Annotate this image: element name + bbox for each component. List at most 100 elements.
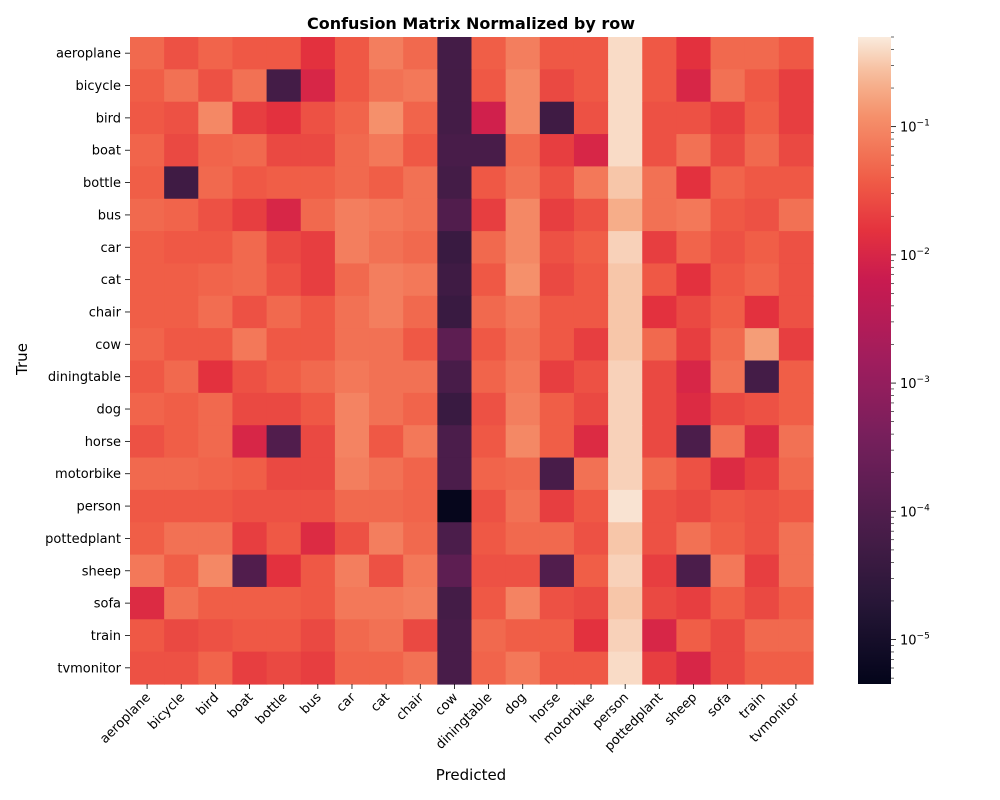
heatmap-cell (334, 489, 370, 523)
heatmap-cell (300, 522, 336, 556)
heatmap-cell (232, 295, 268, 329)
heatmap-cell (403, 392, 438, 426)
heatmap-cell (403, 586, 438, 620)
heatmap-cell (403, 554, 438, 588)
heatmap-cell (198, 263, 234, 297)
heatmap-cell (573, 134, 609, 167)
heatmap-cell (437, 522, 473, 556)
heatmap-cell (744, 101, 780, 135)
heatmap-cell (505, 198, 541, 232)
heatmap-cell (744, 37, 780, 70)
heatmap-cell (471, 554, 507, 588)
heatmap-cell (608, 651, 643, 685)
heatmap-cell (676, 37, 712, 70)
heatmap-cell (437, 295, 473, 329)
heatmap-cell (232, 360, 268, 394)
heatmap-cell (642, 263, 677, 297)
heatmap-cell (266, 231, 302, 265)
heatmap-cell (369, 263, 404, 297)
heatmap-cell (266, 522, 302, 556)
heatmap-cell (539, 69, 575, 103)
heatmap-cell (300, 198, 336, 232)
heatmap-cell (369, 360, 404, 394)
heatmap-cell (437, 69, 473, 103)
y-tick-labels: aeroplane bicycle bird boat bottle bus car cat c… (45, 47, 130, 676)
heatmap-cell (539, 360, 575, 394)
heatmap-cell (198, 586, 234, 620)
heatmap-cell (437, 425, 473, 459)
heatmap-cell (164, 554, 199, 588)
heatmap-cell (130, 295, 165, 329)
heatmap-cell (334, 166, 370, 200)
heatmap-cell (300, 619, 336, 653)
heatmap-cell (471, 425, 507, 459)
heatmap-cell (573, 554, 609, 588)
heatmap-cell (778, 522, 814, 556)
heatmap-cell (232, 37, 268, 70)
heatmap-cell (403, 263, 438, 297)
heatmap-cell (164, 263, 199, 297)
heatmap-cell (266, 457, 302, 491)
heatmap-cell (676, 263, 712, 297)
heatmap-cell (300, 360, 336, 394)
heatmap-cell (403, 457, 438, 491)
heatmap-cell (403, 360, 438, 394)
heatmap-cell (573, 360, 609, 394)
heatmap-cell (403, 101, 438, 135)
heatmap-cell (676, 198, 712, 232)
heatmap-cell (130, 619, 165, 653)
heatmap-cell (437, 101, 473, 135)
heatmap-cell (608, 295, 643, 329)
heatmap-cell (573, 586, 609, 620)
heatmap-cell (505, 37, 541, 70)
colorbar-tick-label: 10−5 (900, 632, 930, 649)
heatmap-cell (198, 231, 234, 265)
heatmap-cell (676, 134, 712, 167)
heatmap-cell (471, 295, 507, 329)
heatmap-cell (369, 328, 404, 362)
x-tick-label: sofa (705, 690, 735, 720)
heatmap-cell (232, 586, 268, 620)
heatmap-cell (334, 392, 370, 426)
heatmap-cell (232, 489, 268, 523)
heatmap-cell (130, 166, 165, 200)
heatmap-cell (232, 198, 268, 232)
heatmap-cell (710, 360, 746, 394)
heatmap-cell (403, 166, 438, 200)
heatmap-cell (403, 425, 438, 459)
heatmap-cell (164, 328, 199, 362)
y-tick-label: sofa (94, 597, 121, 612)
y-tick-label: boat (92, 144, 121, 159)
heatmap-cell (744, 69, 780, 103)
heatmap-cell (573, 295, 609, 329)
heatmap-cell (642, 134, 677, 167)
y-axis-label: True (13, 343, 31, 376)
heatmap-cell (334, 651, 370, 685)
heatmap-cell (744, 360, 780, 394)
heatmap-cell (232, 457, 268, 491)
heatmap-cell (369, 166, 404, 200)
heatmap-cell (573, 166, 609, 200)
heatmap-cell (164, 198, 199, 232)
heatmap-cell (573, 651, 609, 685)
heatmap-cell (676, 295, 712, 329)
heatmap-cell (539, 198, 575, 232)
heatmap-cell (539, 586, 575, 620)
heatmap-cell (471, 231, 507, 265)
heatmap-cell (744, 489, 780, 523)
heatmap-cell (676, 522, 712, 556)
heatmap-cell (266, 37, 302, 70)
heatmap-cell (164, 392, 199, 426)
heatmap-cell (164, 360, 199, 394)
heatmap-cell (471, 586, 507, 620)
heatmap-cell (334, 198, 370, 232)
heatmap-cell (539, 392, 575, 426)
heatmap-cell (608, 166, 643, 200)
heatmap-cell (232, 101, 268, 135)
heatmap-cell (130, 328, 165, 362)
heatmap-cell (130, 522, 165, 556)
heatmap-cell (437, 360, 473, 394)
heatmap-cell (744, 619, 780, 653)
heatmap-cell (539, 619, 575, 653)
heatmap-cell (130, 425, 165, 459)
